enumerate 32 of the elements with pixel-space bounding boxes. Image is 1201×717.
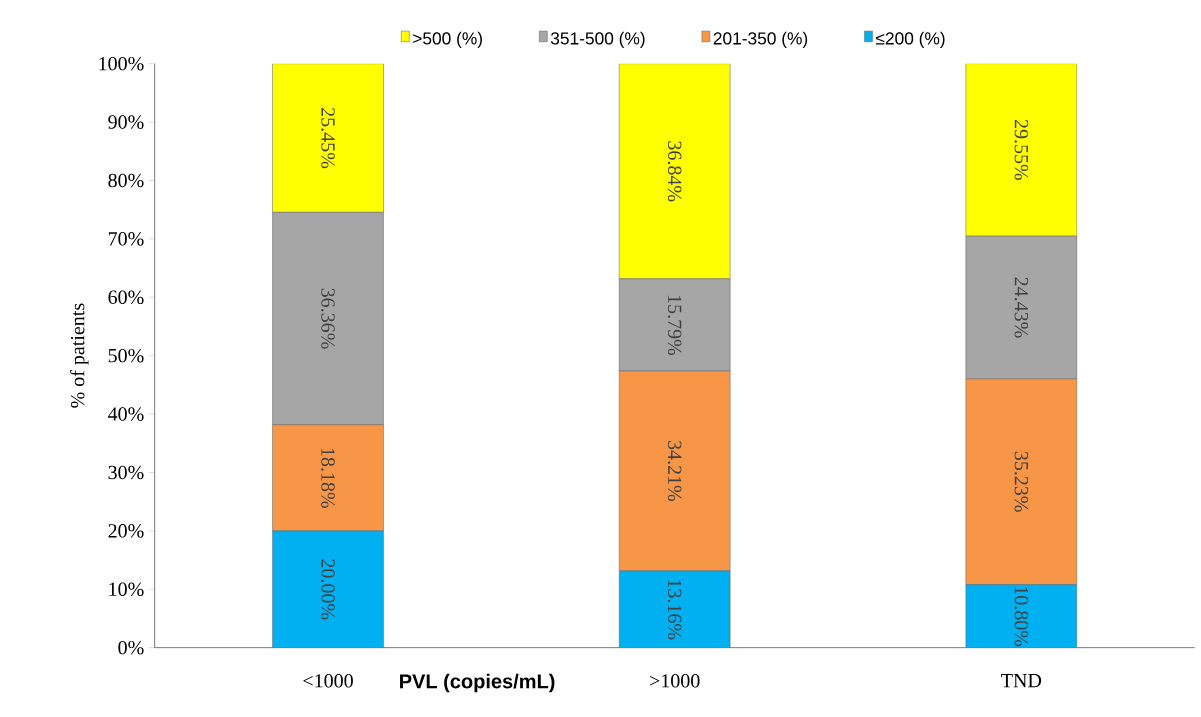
data-label: 36.36% xyxy=(321,288,335,349)
legend-label: 351-500 (%) xyxy=(550,31,645,48)
y-tick-label: 60% xyxy=(108,290,144,305)
y-tick-label: 40% xyxy=(108,407,144,421)
y-tick-label: 10% xyxy=(109,582,144,597)
data-label: 36.84% xyxy=(667,141,682,202)
y-tick-label: 100% xyxy=(99,56,144,71)
legend-label: >500 (%) xyxy=(413,31,482,48)
y-tick-label: 20% xyxy=(108,524,144,538)
x-tick-label: <1000 xyxy=(303,674,353,688)
data-label: 35.23% xyxy=(1014,451,1029,512)
y-axis-title: % of patients xyxy=(70,303,89,408)
legend-label: 201-350 (%) xyxy=(713,31,808,48)
data-label: 24.43% xyxy=(1014,277,1029,338)
data-label: 18.18% xyxy=(321,448,335,508)
data-label: 15.79% xyxy=(667,295,682,356)
x-axis-title: PVL (copies/mL) xyxy=(400,673,555,693)
legend-label: ≤200 (%) xyxy=(875,31,945,48)
data-label: 20.00% xyxy=(321,559,335,620)
y-tick-label: 70% xyxy=(108,232,144,246)
y-tick-label: 80% xyxy=(108,173,144,188)
y-tick-label: 0% xyxy=(118,640,144,655)
y-tick-label: 30% xyxy=(108,465,144,480)
data-label: 10.80% xyxy=(1014,587,1029,647)
data-label: 13.16% xyxy=(667,580,682,640)
data-label: 25.45% xyxy=(321,108,335,169)
x-tick-label: >1000 xyxy=(650,674,700,688)
y-tick-label: 90% xyxy=(108,115,144,129)
x-tick-label: TND xyxy=(1001,674,1042,688)
data-label: 34.21% xyxy=(667,441,682,502)
data-label: 29.55% xyxy=(1014,119,1029,181)
y-tick-label: 50% xyxy=(108,348,144,363)
